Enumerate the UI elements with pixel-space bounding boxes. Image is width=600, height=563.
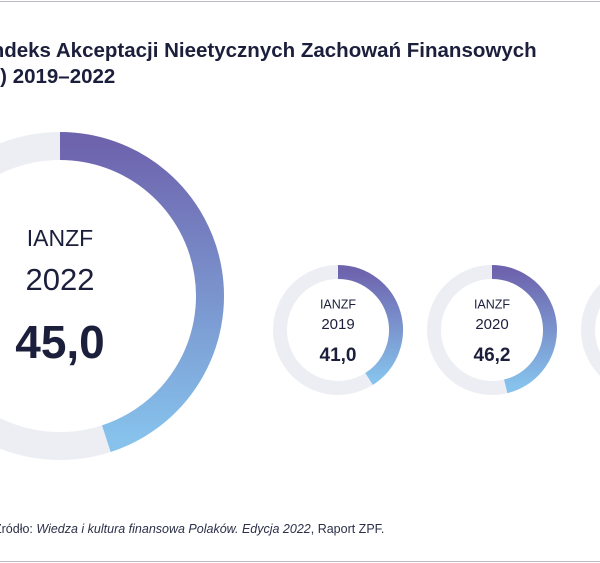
- bottom-divider: [0, 561, 600, 562]
- donut-2020: IANZF 2020 46,2: [427, 265, 557, 395]
- donut-value-2019: 41,0: [320, 345, 357, 366]
- donut-arc-2020: [491, 265, 557, 394]
- donut-2021: IANZF202143,0: [581, 284, 600, 376]
- donut-year-2019: 2019: [321, 316, 354, 333]
- chart-title-line-1: Indeks Akceptacji Nieetycznych Zachowań …: [0, 39, 537, 62]
- donut-label-2020: IANZF: [474, 297, 510, 311]
- donut-value-2022: 45,0: [15, 316, 105, 368]
- donut-arc-2019: [337, 265, 403, 385]
- donut-arc-2022: [59, 132, 224, 452]
- source-title: Wiedza i kultura finansowa Polaków. Edyc…: [36, 522, 311, 536]
- donut-track-2021: [581, 284, 600, 376]
- chart-title-line-2: (IANZF) 2019–2022: [0, 65, 116, 88]
- source-note: Źródło: Wiedza i kultura finansowa Polak…: [0, 521, 600, 537]
- chart-title: Indeks Akceptacji Nieetycznych Zachowań …: [0, 38, 600, 90]
- top-divider: [0, 1, 600, 2]
- donut-year-2022: 2022: [26, 262, 95, 297]
- donut-value-2020: 46,2: [474, 345, 511, 366]
- donut-group: IANZF202245,0IANZF201941,0IANZF202046,2I…: [0, 132, 600, 460]
- donut-label-2019: IANZF: [320, 297, 356, 311]
- donut-2022: IANZF 2022 45,0: [0, 132, 224, 460]
- source-suffix: , Raport ZPF.: [310, 522, 385, 536]
- donut-2019: IANZF 2019 41,0: [273, 265, 403, 395]
- source-prefix: Źródło:: [0, 522, 33, 536]
- donut-year-2020: 2020: [475, 316, 508, 333]
- donut-label-2022: IANZF: [27, 225, 93, 251]
